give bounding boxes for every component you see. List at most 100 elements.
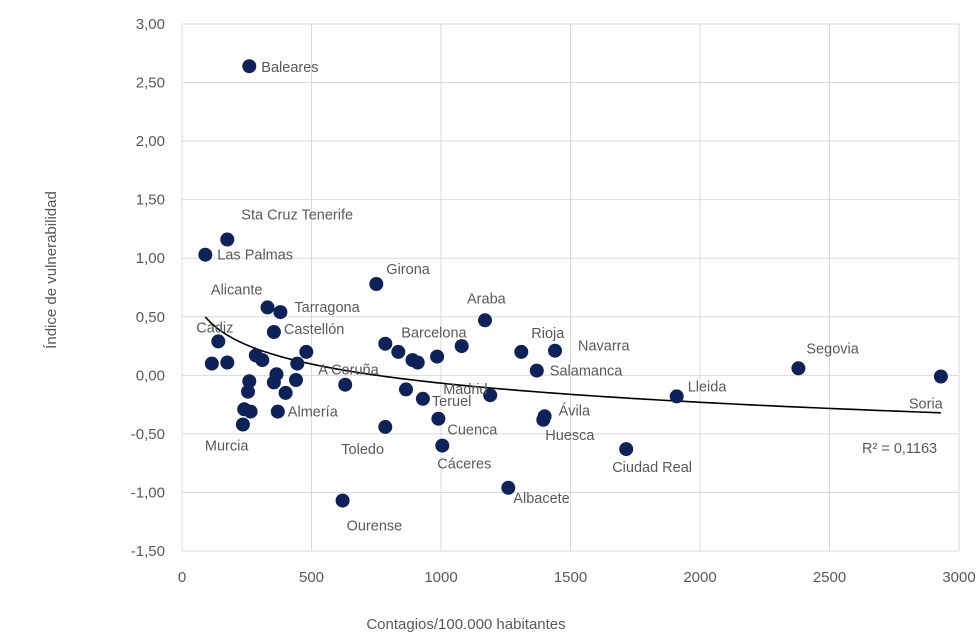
- gridlines: [181, 23, 960, 552]
- y-tick-label: 1,50: [136, 192, 165, 209]
- data-label: Segovia: [806, 341, 859, 357]
- data-label: Rioja: [531, 326, 565, 342]
- y-tick-label: 2,00: [136, 133, 165, 150]
- data-point: [669, 389, 684, 404]
- data-point: [260, 300, 275, 315]
- data-label: Soria: [909, 397, 944, 413]
- data-point: [791, 361, 806, 376]
- data-point: [198, 247, 213, 262]
- data-point: [435, 438, 450, 453]
- data-label: Albacete: [513, 491, 569, 507]
- data-point: [536, 412, 551, 427]
- data-point: [431, 411, 446, 426]
- data-label: Teruel: [432, 394, 472, 410]
- y-tick-label: 0,00: [136, 367, 165, 384]
- data-label: A Coruña: [318, 363, 379, 379]
- data-point: [204, 356, 219, 371]
- data-point: [220, 232, 235, 247]
- data-point: [299, 344, 314, 359]
- data-label: Sta Cruz Tenerife: [241, 208, 353, 224]
- data-point: [235, 417, 250, 432]
- data-label: Madrid: [443, 382, 487, 398]
- x-tick-label: 1500: [554, 569, 587, 586]
- y-tick-label: -1,00: [131, 484, 165, 501]
- data-label: Girona: [386, 262, 430, 278]
- data-label: Toledo: [341, 442, 384, 458]
- data-label: Araba: [467, 291, 507, 307]
- data-point: [338, 377, 353, 392]
- data-label: Navarra: [578, 339, 631, 355]
- data-point: [378, 336, 393, 351]
- data-point: [335, 493, 350, 508]
- data-point: [241, 384, 255, 399]
- data-point: [266, 325, 281, 339]
- data-point: [391, 344, 406, 359]
- data-point: [933, 369, 948, 384]
- data-point: [369, 277, 384, 291]
- data-point: [290, 356, 305, 371]
- x-tick-label: 1000: [424, 569, 457, 586]
- data-label: Cuenca: [447, 423, 498, 439]
- y-axis-title: Índice de vulnerabilidad: [43, 191, 60, 349]
- data-point: [410, 355, 425, 370]
- data-label: Cáceres: [437, 457, 491, 473]
- data-label: Murcia: [205, 439, 249, 455]
- x-tick-label: 2500: [813, 569, 846, 586]
- y-tick-label: -1,50: [131, 543, 165, 560]
- data-point: [430, 349, 445, 364]
- data-point: [378, 419, 393, 434]
- x-tick-label: 2000: [683, 569, 716, 586]
- data-label: Castellón: [284, 322, 344, 338]
- x-tick-label: 500: [299, 569, 324, 586]
- trendline: [204, 316, 941, 414]
- x-tick-label: 3000: [942, 569, 975, 586]
- data-point: [242, 59, 257, 74]
- x-tick-label: 0: [178, 569, 186, 586]
- data-point: [289, 373, 303, 387]
- x-axis-title: Contagios/100.000 habitantes: [366, 616, 565, 633]
- data-label: Salamanca: [550, 364, 623, 380]
- data-label: Cadiz: [196, 320, 233, 336]
- data-label: Huesca: [545, 428, 595, 444]
- data-points: [198, 59, 948, 508]
- data-label: Lleida: [688, 379, 728, 395]
- data-label: Alicante: [211, 282, 263, 298]
- data-point: [483, 388, 498, 403]
- data-point: [242, 374, 257, 389]
- data-label: Barcelona: [401, 326, 467, 342]
- data-point: [514, 344, 529, 359]
- data-point: [399, 382, 413, 397]
- data-point: [619, 442, 634, 457]
- data-label: Tarragona: [294, 300, 360, 316]
- x-axis-ticks: 0 500 1000 1500 2000 2500 3000: [178, 569, 976, 586]
- data-point: [243, 404, 258, 419]
- data-label: Ávila: [559, 402, 591, 419]
- data-point: [266, 375, 281, 390]
- y-axis-ticks: 3,00 2,50 2,00 1,50 1,00 0,50 0,00 -0,50 -1,00 -1…: [131, 16, 165, 560]
- data-point: [454, 339, 469, 354]
- data-label: Ciudad Real: [612, 460, 692, 476]
- data-label: Almería: [288, 405, 339, 421]
- data-point: [529, 363, 544, 378]
- data-point: [255, 353, 270, 368]
- data-point: [220, 355, 235, 370]
- data-point: [273, 305, 288, 320]
- data-label: Las Palmas: [217, 248, 293, 264]
- y-tick-label: 1,00: [136, 250, 165, 267]
- y-tick-label: 2,50: [136, 75, 165, 92]
- y-tick-label: 0,50: [136, 309, 165, 326]
- data-label: Baleares: [261, 60, 318, 76]
- data-point: [270, 404, 285, 419]
- y-tick-label: 3,00: [136, 16, 165, 33]
- data-label: Ourense: [347, 519, 403, 535]
- data-point: [501, 480, 516, 495]
- data-point: [278, 385, 293, 400]
- r2-label: R² = 0,1163: [862, 441, 937, 457]
- data-point: [478, 313, 492, 328]
- data-point: [211, 334, 226, 349]
- data-point: [415, 391, 430, 406]
- data-labels: Baleares Sta Cruz Tenerife Las Palmas Giron…: [196, 60, 943, 534]
- data-point: [548, 343, 562, 358]
- y-tick-label: -0,50: [131, 426, 165, 443]
